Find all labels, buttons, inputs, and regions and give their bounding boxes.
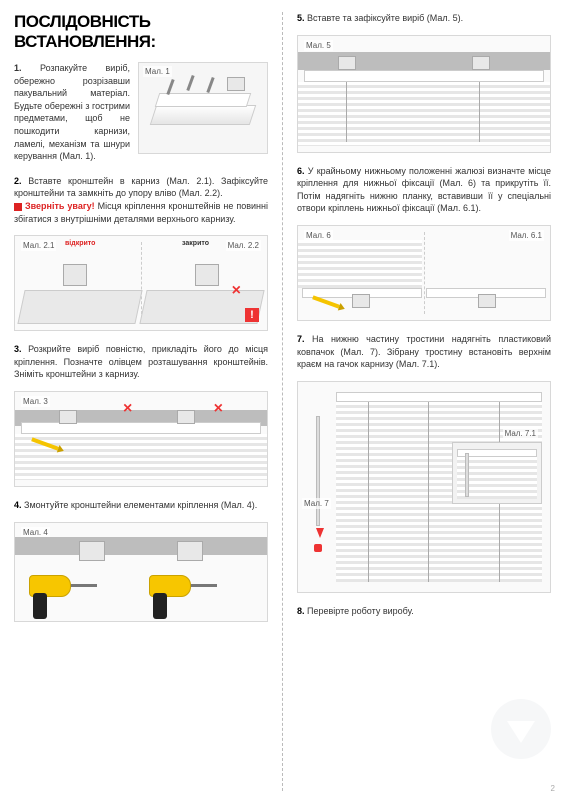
figure-5-label: Мал. 5 [304,40,333,51]
step-4-text: Змонтуйте кронштейни елементами кріпленн… [24,500,257,510]
step-8-num: 8. [297,606,305,616]
figure-2-2-label: Мал. 2.2 [226,240,261,251]
figure-3-label: Мал. 3 [21,396,50,407]
step-2-text: Вставте кронштейн в карниз (Мал. 2.1). З… [14,176,268,199]
step-1-text: Розпакуйте виріб, обережно розрізавши па… [14,63,130,161]
page-number: 2 [551,784,555,793]
figure-7: Мал. 7 Мал. 7.1 [297,381,551,593]
step-1: 1. Розпакуйте виріб, обережно розрізавши… [14,62,268,163]
step-6: 6. У крайньому нижньому положенні жалюзі… [297,165,551,215]
figure-2-1-label: Мал. 2.1 [21,240,56,251]
step-8-text: Перевірте роботу виробу. [307,606,414,616]
step-6-num: 6. [297,166,305,176]
step-3-num: 3. [14,344,22,354]
step-4: 4. Змонтуйте кронштейни елементами кріпл… [14,499,268,512]
step-2: 2. Вставте кронштейн в карниз (Мал. 2.1)… [14,175,268,225]
step-3-text: Розкрийте виріб повністю, прикладіть йог… [14,344,268,379]
right-column: 5. Вставте та зафіксуйте виріб (Мал. 5).… [297,12,551,791]
column-divider [282,12,283,791]
left-column: ПОСЛІДОВНІСТЬ ВСТАНОВЛЕННЯ: 1. Розпакуйт… [14,12,268,791]
step-7-text: На нижню частину тростини надягніть плас… [297,334,551,369]
figure-6-1-label: Мал. 6.1 [509,230,544,241]
step-4-num: 4. [14,500,22,510]
open-label: відкрито [65,240,95,247]
figure-7-label: Мал. 7 [302,498,331,509]
step-2-num: 2. [14,176,22,186]
step-5-text: Вставте та зафіксуйте виріб (Мал. 5). [307,13,463,23]
step-7: 7. На нижню частину тростини надягніть п… [297,333,551,371]
step-7-num: 7. [297,334,305,344]
step-5: 5. Вставте та зафіксуйте виріб (Мал. 5). [297,12,551,25]
page-title: ПОСЛІДОВНІСТЬ ВСТАНОВЛЕННЯ: [14,12,268,52]
figure-2: Мал. 2.1 Мал. 2.2 відкрито закрито × ! [14,235,268,331]
figure-5: Мал. 5 [297,35,551,153]
attention-label: Зверніть увагу! [25,201,95,211]
figure-1-label: Мал. 1 [143,66,172,77]
figure-3: Мал. 3 × × [14,391,268,487]
figure-6: Мал. 6 Мал. 6.1 [297,225,551,321]
step-1-num: 1. [14,63,22,73]
figure-1: Мал. 1 [138,62,268,154]
step-6-text: У крайньому нижньому положенні жалюзі ви… [297,166,551,214]
step-5-num: 5. [297,13,305,23]
figure-7-1-label: Мал. 7.1 [503,428,538,439]
close-label: закрито [182,240,209,247]
step-3: 3. Розкрийте виріб повністю, прикладіть … [14,343,268,381]
figure-4: Мал. 4 [14,522,268,622]
step-8: 8. Перевірте роботу виробу. [297,605,551,618]
